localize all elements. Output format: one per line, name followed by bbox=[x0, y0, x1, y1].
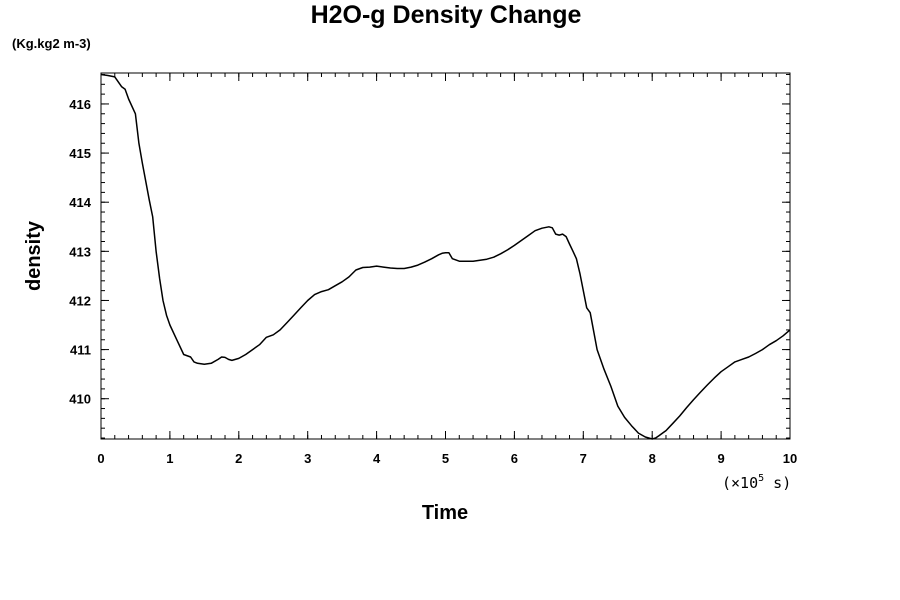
x-tick-label: 6 bbox=[511, 451, 518, 466]
x-axis-label: Time bbox=[422, 502, 468, 524]
x-scale-prefix: (×10 bbox=[722, 474, 758, 492]
x-tick-label: 5 bbox=[442, 451, 449, 466]
x-tick-label: 10 bbox=[783, 451, 797, 466]
y-tick-label: 414 bbox=[69, 195, 91, 210]
tick-labels: 0 1 2 3 4 5 6 7 8 9 10 410 411 412 413 414 415 416 bbox=[69, 97, 797, 466]
y-tick-label: 411 bbox=[70, 343, 91, 358]
density-series-line bbox=[100, 73, 791, 440]
x-tick-label: 4 bbox=[373, 451, 381, 466]
y-tick-label: 413 bbox=[69, 244, 91, 259]
y-unit-label: (Kg.kg2 m-3) bbox=[12, 36, 91, 51]
chart-title: H2O-g Density Change bbox=[311, 1, 582, 29]
axis-ticks bbox=[100, 73, 791, 439]
x-tick-label: 8 bbox=[649, 451, 656, 466]
x-tick-label: 7 bbox=[580, 451, 587, 466]
y-tick-label: 410 bbox=[69, 392, 91, 407]
y-tick-label: 412 bbox=[69, 293, 91, 308]
plot-frame bbox=[100, 72, 791, 440]
x-tick-label: 1 bbox=[166, 451, 173, 466]
y-axis-label: density bbox=[23, 220, 45, 291]
y-tick-label: 416 bbox=[69, 97, 91, 112]
x-tick-label: 9 bbox=[717, 451, 724, 466]
x-tick-label: 3 bbox=[304, 451, 311, 466]
y-tick-label: 415 bbox=[69, 146, 91, 161]
x-tick-label: 0 bbox=[97, 451, 104, 466]
x-scale-exponent: 5 bbox=[758, 473, 764, 484]
x-tick-label: 2 bbox=[235, 451, 242, 466]
x-scale-suffix: s) bbox=[764, 474, 791, 492]
x-scale-label: (×105 s) bbox=[722, 473, 791, 492]
